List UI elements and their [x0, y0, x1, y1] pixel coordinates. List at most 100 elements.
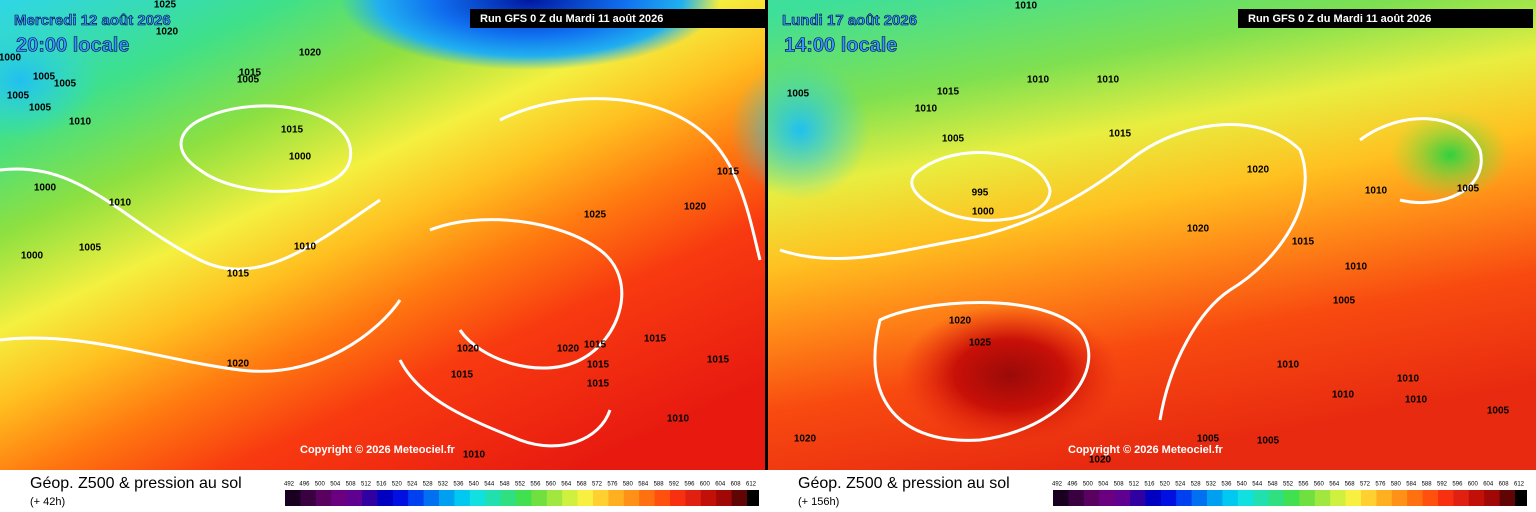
scale-cell [1299, 490, 1316, 506]
scale-cell [285, 490, 301, 506]
copyright: Copyright © 2026 Meteociel.fr [300, 444, 456, 456]
isobar-label: 1015 [451, 370, 474, 381]
scale-cell [1345, 490, 1362, 506]
scale-end [1515, 490, 1527, 506]
scale-tick-label: 576 [1375, 482, 1386, 488]
isobar-label: 1020 [299, 48, 322, 59]
isobar-label: 1015 [707, 355, 730, 366]
scale-cell [731, 490, 748, 506]
scale-tick-label: 524 [407, 482, 418, 488]
isobar-label: 1005 [1197, 434, 1220, 445]
scale-cell [485, 490, 502, 506]
scale-tick-label: 500 [315, 482, 326, 488]
scale-end [747, 490, 759, 506]
scale-cell [1468, 490, 1485, 506]
scale-tick-label: 516 [1144, 482, 1155, 488]
isobar-label: 1010 [1097, 75, 1120, 86]
isobar-label: 1000 [21, 251, 44, 262]
isobar-label: 1005 [237, 75, 260, 86]
scale-cell [331, 490, 348, 506]
isobar-label: 1005 [7, 91, 30, 102]
scale-cell [1499, 490, 1516, 506]
scale-cell [1422, 490, 1439, 506]
isobar-label: 1015 [1109, 129, 1132, 140]
scale-tick-label: 568 [577, 482, 588, 488]
scale-cell [469, 490, 486, 506]
scale-tick-label: 548 [1268, 482, 1279, 488]
scale-tick-label: 592 [669, 482, 680, 488]
scale-tick-label: 588 [654, 482, 665, 488]
isobar-label: 1010 [915, 104, 938, 115]
isobar-label: 1020 [227, 359, 250, 370]
scale-tick-label: 572 [592, 482, 603, 488]
scale-cell [1484, 490, 1501, 506]
isobar-label: 1020 [156, 27, 179, 38]
scale-tick-label: 540 [1237, 482, 1248, 488]
scale-tick-label: 560 [1314, 482, 1325, 488]
isobar-label: 1020 [457, 344, 480, 355]
scale-tick-label: 612 [746, 482, 757, 488]
isobar-label: 1010 [294, 242, 317, 253]
scale-cell [623, 490, 640, 506]
scale-cell [654, 490, 671, 506]
isobar-label: 1020 [1187, 224, 1210, 235]
isobar-label: 1010 [1365, 186, 1388, 197]
scale-tick-label: 604 [715, 482, 726, 488]
scale-cell [531, 490, 548, 506]
scale-cell [1438, 490, 1454, 506]
run-banner [470, 9, 765, 28]
scale-tick-label: 564 [1329, 482, 1340, 488]
scale-tick-label: 584 [1406, 482, 1417, 488]
copyright: Copyright © 2026 Meteociel.fr [1068, 444, 1224, 456]
scale-cell [362, 490, 378, 506]
isobar-label: 1010 [667, 414, 690, 425]
isobar-label: 1015 [227, 269, 250, 280]
isobar-label: 1015 [587, 360, 610, 371]
scale-tick-label: 532 [1206, 482, 1217, 488]
scale-cell [1222, 490, 1239, 506]
scale-tick-label: 492 [284, 482, 295, 488]
scale-cell [1330, 490, 1347, 506]
isobar-label: 1020 [557, 344, 580, 355]
isobar-label: 995 [972, 188, 989, 199]
scale-tick-label: 580 [1391, 482, 1402, 488]
scale-cell [392, 490, 409, 506]
scale-tick-label: 500 [1083, 482, 1094, 488]
scale-tick-label: 548 [500, 482, 511, 488]
scale-cell [346, 490, 363, 506]
scale-cell [408, 490, 425, 506]
isobar-label: 1010 [463, 450, 486, 461]
scale-cell [377, 490, 394, 506]
run-banner [1238, 9, 1533, 28]
isobar-label: 1015 [1292, 237, 1315, 248]
scale-tick-label: 576 [607, 482, 618, 488]
isobar-label: 1020 [1247, 165, 1270, 176]
scale-cell [546, 490, 563, 506]
isobar-label: 1000 [972, 207, 995, 218]
isobar-label: 1010 [69, 117, 92, 128]
lead-time: (+ 156h) [798, 496, 839, 508]
scale-tick-label: 556 [530, 482, 541, 488]
isobar-label: 1025 [154, 0, 177, 11]
run-label: Run GFS 0 Z du Mardi 11 août 2026 [1248, 13, 1431, 25]
scale-tick-label: 608 [731, 482, 742, 488]
scale-tick-label: 536 [1221, 482, 1232, 488]
scale-tick-label: 552 [515, 482, 526, 488]
scale-tick-label: 520 [392, 482, 403, 488]
isobar-label: 1010 [1397, 374, 1420, 385]
isobar-label: 1010 [1015, 1, 1038, 12]
scale-cell [1314, 490, 1331, 506]
isobar-label: 1005 [1333, 296, 1356, 307]
scale-cell [1053, 490, 1069, 506]
scale-cell [1376, 490, 1393, 506]
scale-tick-label: 608 [1499, 482, 1510, 488]
isobar-label: 1005 [1457, 184, 1480, 195]
isobar-label: 1015 [281, 125, 304, 136]
panel-left-map [0, 0, 765, 470]
isobar-label: 1000 [0, 53, 22, 64]
scale-tick-label: 508 [1114, 482, 1125, 488]
scale-cell [1068, 490, 1085, 506]
panel: 1025102010201000100510051015100510101015… [0, 0, 765, 508]
